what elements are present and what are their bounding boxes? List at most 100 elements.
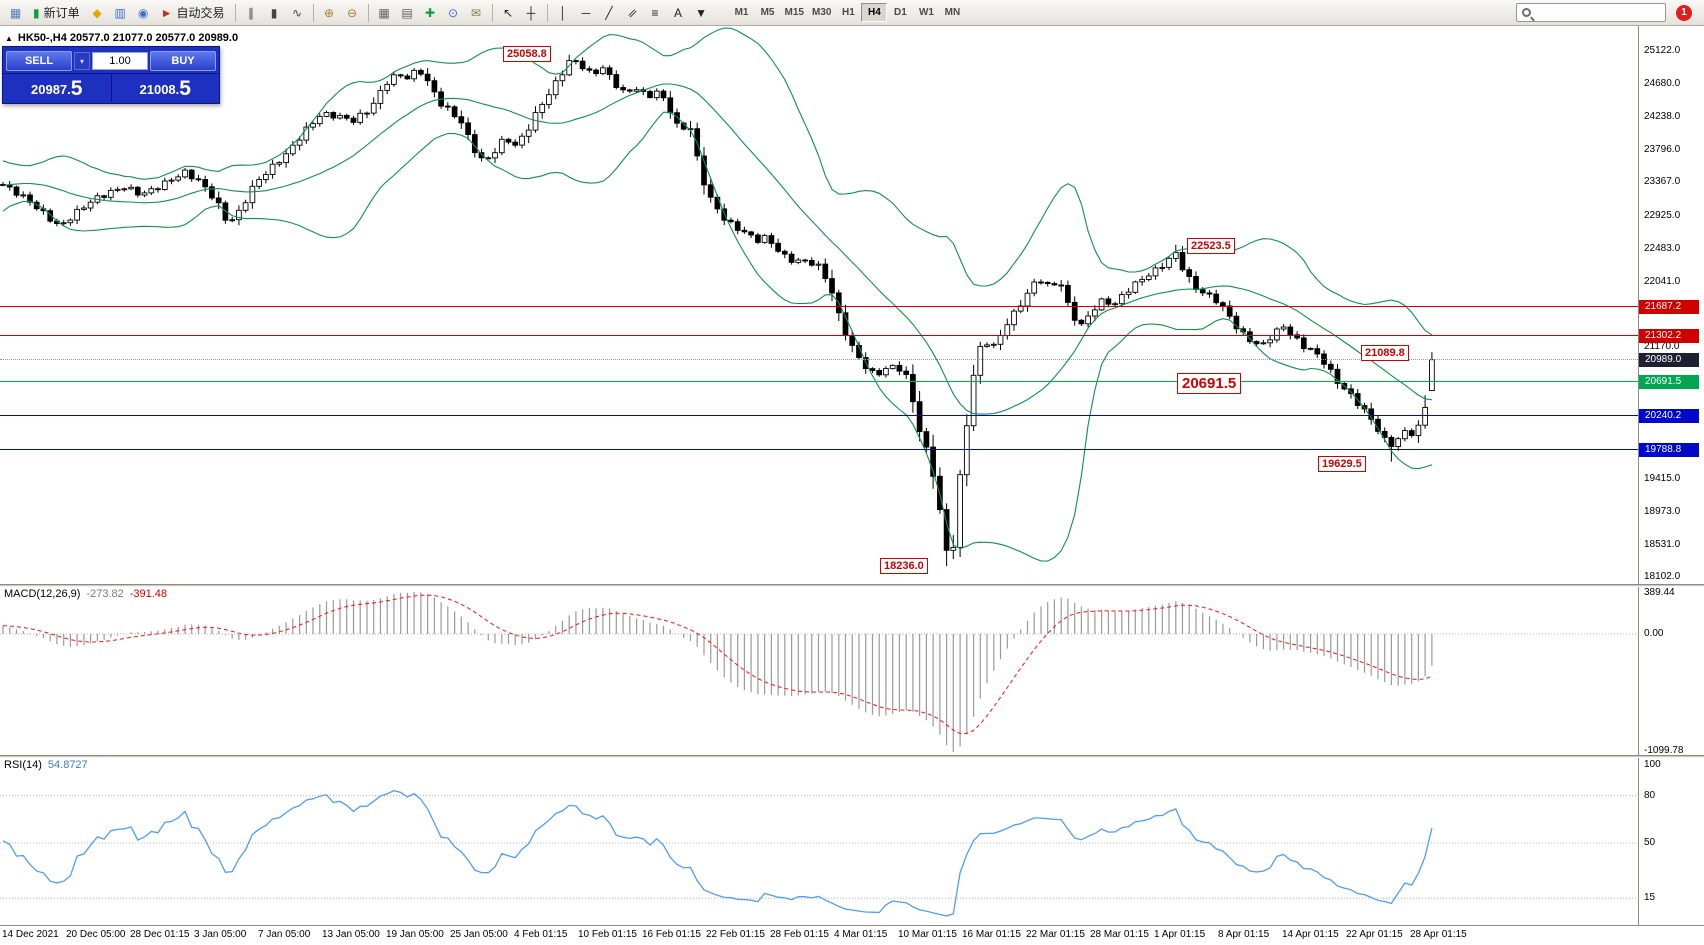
price-callout-label[interactable]: 18236.0	[880, 558, 928, 574]
quick-trade-icon[interactable]: ◆	[86, 2, 109, 23]
search-input[interactable]	[1536, 6, 1660, 19]
candle-body	[81, 207, 87, 210]
price-callout-label[interactable]: 21089.8	[1361, 345, 1409, 361]
time-axis-label: 22 Apr 01:15	[1346, 929, 1403, 940]
horizontal-line-20240.2[interactable]	[0, 414, 1638, 416]
timeframe-m5[interactable]: M5	[760, 7, 775, 18]
candle-body	[20, 194, 27, 197]
cursor-icon: ↖	[503, 5, 514, 20]
candle-body	[525, 129, 532, 137]
candle-body	[492, 152, 498, 159]
candle-body	[950, 547, 957, 551]
tile-windows-icon: ▦	[378, 5, 390, 20]
price-callout-label[interactable]: 25058.8	[503, 46, 551, 62]
sell-button[interactable]: SELL	[6, 51, 72, 71]
new-chart-icon[interactable]: ▦	[4, 2, 27, 23]
indicators-icon[interactable]: ✚	[419, 2, 442, 23]
vertical-line-icon[interactable]: │	[552, 2, 575, 23]
bars-mode-icon[interactable]: ∥	[240, 2, 263, 23]
price-callout-label[interactable]: 20691.5	[1177, 373, 1242, 394]
tile-windows-icon[interactable]: ▦	[373, 2, 396, 23]
auto-trading-button[interactable]: ► 自动交易	[155, 2, 231, 23]
candle-body	[1260, 342, 1267, 345]
arrows-icon[interactable]: ▼	[690, 2, 713, 23]
rsi-value: 54.8727	[47, 759, 88, 771]
market-watch-icon[interactable]: ▥	[109, 2, 132, 23]
volume-stepper[interactable]: ▾	[74, 52, 90, 70]
candle-body	[364, 112, 370, 115]
arrange-windows-icon: ▤	[401, 5, 413, 20]
new-order-button[interactable]: ▮ 新订单	[27, 2, 86, 23]
timeframe-m15[interactable]: M15	[784, 7, 804, 18]
candle-body	[188, 169, 195, 180]
zoom-out-icon[interactable]: ⊖	[341, 2, 364, 23]
timeframe-m1[interactable]: M1	[734, 7, 749, 18]
candle-body	[283, 153, 289, 164]
cursor-icon[interactable]: ↖	[497, 2, 520, 23]
symbol-search-box[interactable]	[1516, 3, 1666, 22]
price-axis-tag: 20691.5	[1639, 374, 1699, 389]
candlestick-chart[interactable]	[0, 26, 1638, 584]
timeframe-h1[interactable]: H1	[842, 7, 855, 18]
price-axis-tag: 19788.8	[1639, 442, 1699, 457]
time-axis-label: 28 Apr 01:15	[1410, 929, 1467, 940]
macd-panel-splitter[interactable]	[0, 584, 1704, 587]
one-click-toggle[interactable]: ▲	[5, 33, 13, 43]
templates-icon[interactable]: ✉	[465, 2, 488, 23]
timeframe-m30[interactable]: M30	[811, 7, 832, 18]
timeframe-mn[interactable]: MN	[944, 7, 961, 18]
candle-body	[775, 242, 781, 252]
price-callout-label[interactable]: 22523.5	[1187, 238, 1235, 254]
candle-body	[1105, 298, 1112, 305]
periods-icon[interactable]: ⊙	[442, 2, 465, 23]
text-icon[interactable]: A	[667, 2, 690, 23]
rsi-chart[interactable]	[0, 755, 1638, 925]
arrange-windows-icon[interactable]: ▤	[396, 2, 419, 23]
buy-button[interactable]: BUY	[150, 51, 216, 71]
price-axis-label: 23796.0	[1644, 144, 1681, 156]
candle-body	[1233, 315, 1240, 330]
candle-body	[1429, 359, 1435, 392]
horizontal-line-20691.5[interactable]	[0, 380, 1638, 382]
candle-body	[1300, 337, 1307, 349]
zoom-in-icon[interactable]: ⊕	[318, 2, 341, 23]
trendline-icon[interactable]: ╱	[598, 2, 621, 23]
new-chart-icon: ▦	[9, 5, 22, 20]
line-mode-icon[interactable]: ∿	[286, 2, 309, 23]
candle-body	[397, 74, 404, 77]
candle-body	[236, 209, 242, 221]
toolbar-separator	[234, 3, 236, 22]
channel-icon[interactable]: ═	[621, 2, 644, 23]
timeframe-w1[interactable]: W1	[918, 7, 934, 18]
candle-body	[633, 89, 640, 92]
horizontal-line-21302.2[interactable]	[0, 335, 1638, 337]
candle-body	[269, 163, 276, 175]
time-axis-label: 7 Jan 05:00	[258, 929, 311, 940]
candles-mode-icon[interactable]: ▮	[263, 2, 286, 23]
horizontal-line-20989.0[interactable]	[0, 358, 1638, 360]
horizontal-line-19788.8[interactable]	[0, 448, 1638, 450]
volume-input[interactable]	[92, 52, 148, 70]
time-axis-label: 16 Mar 01:15	[962, 929, 1021, 940]
search-icon	[1522, 8, 1531, 17]
candle-body	[276, 162, 283, 165]
horizontal-line-icon[interactable]: ─	[575, 2, 598, 23]
price-callout-label[interactable]: 19629.5	[1318, 456, 1366, 472]
fibonacci-icon[interactable]: ≡	[644, 2, 667, 23]
timeframe-d1[interactable]: D1	[894, 7, 907, 18]
candle-body	[1253, 341, 1260, 345]
rsi-panel-splitter[interactable]	[0, 755, 1704, 758]
auto-trading-icon: ►	[160, 5, 173, 20]
trendline-icon: ╱	[605, 5, 613, 20]
candle-body	[1415, 424, 1422, 436]
notification-badge[interactable]: 1	[1676, 4, 1692, 21]
horizontal-line-21687.2[interactable]	[0, 306, 1638, 308]
timeframe-h4[interactable]: H4	[861, 3, 888, 22]
candle-body	[734, 221, 741, 231]
candle-body	[755, 234, 761, 243]
crosshair-icon[interactable]: ┼	[520, 2, 543, 23]
macd-chart[interactable]	[0, 584, 1638, 755]
data-window-icon[interactable]: ◉	[132, 2, 155, 23]
price-axis[interactable]: 25122.0 24680.0 24238.0 23796.0 23367.0 22925…	[1638, 26, 1704, 925]
toolbar-separator	[491, 3, 493, 22]
